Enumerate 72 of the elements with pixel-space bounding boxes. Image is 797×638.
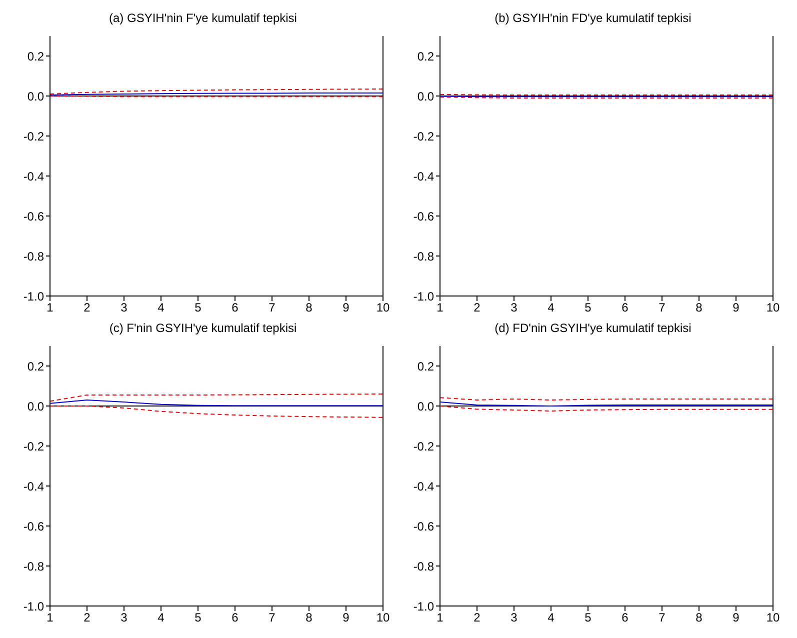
y-tick-label: -1.0 (23, 599, 44, 614)
x-tick-label: 7 (658, 610, 666, 625)
x-tick-label: 8 (306, 300, 313, 315)
x-tick-label: 2 (474, 610, 481, 625)
chart-title: (d) FD'nin GSYIH'ye kumulatif tepkisi (494, 320, 692, 337)
x-tick-label: 7 (268, 610, 276, 625)
y-tick-label: -0.4 (413, 479, 434, 494)
x-tick-label: 3 (120, 610, 128, 625)
x-tick-label: 3 (510, 300, 518, 315)
y-tick-label: -0.6 (23, 519, 44, 534)
x-tick-label: 5 (194, 610, 202, 625)
y-tick-label: -0.4 (23, 479, 44, 494)
y-tick-label: 0.2 (417, 49, 434, 64)
chart-title: (c) F'nin GSYIH'ye kumulatif tepkisi (108, 320, 298, 337)
x-tick-label: 10 (376, 300, 390, 315)
x-tick-label: 10 (766, 610, 780, 625)
x-tick-label: 8 (306, 610, 313, 625)
y-tick-label: -0.2 (413, 439, 434, 454)
y-tick-label: -0.6 (23, 209, 44, 224)
x-tick-label: 6 (232, 610, 239, 625)
y-tick-label: -0.8 (23, 559, 44, 574)
y-tick-label: 0.0 (417, 399, 434, 414)
x-tick-label: 5 (194, 300, 202, 315)
chart-title: (b) GSYIH'nin FD'ye kumulatif tepkisi (494, 10, 692, 27)
x-tick-label: 5 (584, 300, 592, 315)
chart-title: (a) GSYIH'nin F'ye kumulatif tepkisi (108, 10, 298, 27)
y-tick-label: -0.2 (23, 439, 44, 454)
x-tick-label: 6 (622, 300, 629, 315)
x-tick-label: 10 (766, 300, 780, 315)
y-tick-label: -0.6 (413, 209, 434, 224)
x-tick-label: 2 (474, 300, 481, 315)
x-tick-label: 3 (120, 300, 128, 315)
x-tick-label: 8 (696, 300, 703, 315)
x-tick-label: 2 (84, 610, 91, 625)
y-tick-label: 0.2 (417, 359, 434, 374)
x-tick-label: 4 (548, 300, 555, 315)
x-tick-label: 5 (584, 610, 592, 625)
x-tick-label: 7 (268, 300, 276, 315)
x-tick-label: 1 (46, 610, 54, 625)
y-tick-label: -0.2 (413, 129, 434, 144)
y-tick-label: -0.8 (413, 559, 434, 574)
x-tick-label: 4 (158, 610, 165, 625)
x-tick-label: 6 (232, 300, 239, 315)
x-tick-label: 7 (658, 300, 666, 315)
y-tick-label: -0.4 (413, 169, 434, 184)
y-tick-label: -0.8 (413, 249, 434, 264)
x-tick-label: 4 (158, 300, 165, 315)
y-tick-label: -1.0 (413, 599, 434, 614)
x-tick-label: 4 (548, 610, 555, 625)
x-tick-label: 3 (510, 610, 518, 625)
y-tick-label: -1.0 (23, 289, 44, 304)
y-tick-label: 0.0 (27, 399, 44, 414)
y-tick-label: -1.0 (413, 289, 434, 304)
x-tick-label: 1 (46, 300, 54, 315)
x-tick-label: 9 (732, 610, 740, 625)
x-tick-label: 9 (732, 300, 740, 315)
x-tick-label: 1 (436, 610, 444, 625)
y-tick-label: -0.2 (23, 129, 44, 144)
y-tick-label: 0.0 (27, 89, 44, 104)
x-tick-label: 10 (376, 610, 390, 625)
x-tick-label: 6 (622, 610, 629, 625)
y-tick-label: -0.4 (23, 169, 44, 184)
x-tick-label: 1 (436, 300, 444, 315)
x-tick-label: 8 (696, 610, 703, 625)
x-tick-label: 9 (342, 300, 350, 315)
y-tick-label: 0.0 (417, 89, 434, 104)
y-tick-label: 0.2 (27, 359, 44, 374)
y-tick-label: -0.8 (23, 249, 44, 264)
x-tick-label: 9 (342, 610, 350, 625)
x-tick-label: 2 (84, 300, 91, 315)
y-tick-label: 0.2 (27, 49, 44, 64)
y-tick-label: -0.6 (413, 519, 434, 534)
